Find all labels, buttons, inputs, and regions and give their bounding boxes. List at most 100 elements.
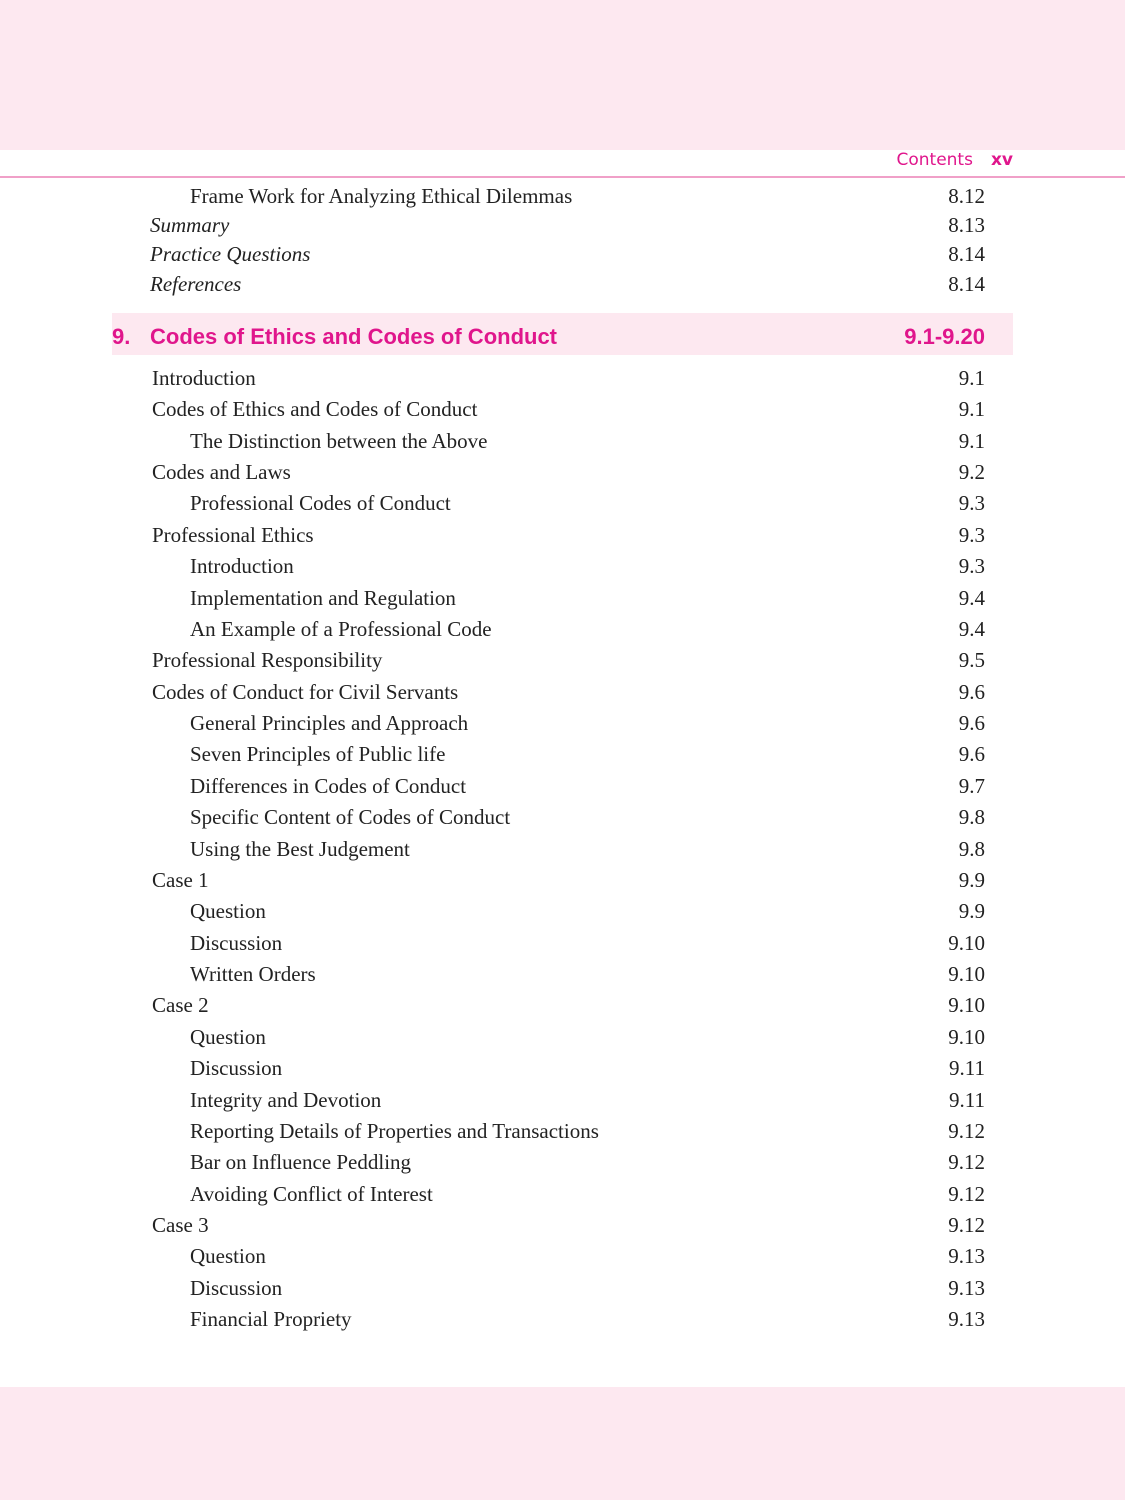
toc-entry[interactable]: Professional Ethics 9.3	[0, 520, 985, 550]
entry-title: Seven Principles of Public life	[190, 742, 446, 766]
entry-title: Reporting Details of Properties and Tran…	[190, 1119, 599, 1143]
toc-entry[interactable]: Reporting Details of Properties and Tran…	[0, 1116, 985, 1146]
toc-entry[interactable]: Professional Codes of Conduct 9.3	[0, 488, 985, 518]
toc-entry[interactable]: Using the Best Judgement 9.8	[0, 834, 985, 864]
entry-title: Avoiding Conflict of Interest	[190, 1182, 433, 1206]
toc-entry[interactable]: Question 9.13	[0, 1241, 985, 1271]
toc-entry[interactable]: An Example of a Professional Code 9.4	[0, 614, 985, 644]
entry-page: 9.1	[958, 366, 985, 390]
entry-page: 9.13	[948, 1244, 985, 1268]
toc-entry[interactable]: Practice Questions 8.14	[0, 239, 985, 269]
entry-title: Discussion	[190, 1056, 283, 1080]
entry-page: 9.7	[958, 774, 985, 798]
toc-entry[interactable]: Question 9.10	[0, 1022, 985, 1052]
toc-entry[interactable]: Financial Propriety 9.13	[0, 1304, 985, 1334]
entry-page: 9.12	[948, 1213, 985, 1237]
toc-entry[interactable]: Introduction 9.1	[0, 363, 985, 393]
toc-entry[interactable]: Professional Responsibility 9.5	[0, 645, 985, 675]
entry-page: 9.1	[958, 429, 985, 453]
entry-page: 9.10	[948, 962, 985, 986]
toc-entry[interactable]: Case 1 9.9	[0, 865, 985, 895]
entry-title: Financial Propriety	[190, 1307, 352, 1331]
toc-entry[interactable]: Discussion 9.10	[0, 928, 985, 958]
header-page-number: xv	[990, 150, 1013, 170]
running-header: Contents xv	[896, 150, 1013, 170]
toc-entry[interactable]: Implementation and Regulation 9.4	[0, 583, 985, 613]
entry-title: Summary	[150, 213, 230, 237]
entry-title: An Example of a Professional Code	[190, 617, 492, 641]
entry-title: Professional Codes of Conduct	[190, 491, 451, 515]
header-section: Contents	[896, 150, 973, 170]
toc-entry[interactable]: References 8.14	[0, 269, 985, 299]
toc-entry[interactable]: Codes of Conduct for Civil Servants 9.6	[0, 677, 985, 707]
entry-title: Practice Questions	[150, 242, 311, 266]
entry-page: 9.8	[958, 837, 985, 861]
entry-page: 9.5	[958, 648, 985, 672]
entry-page: 8.13	[948, 213, 985, 237]
toc-entry[interactable]: Introduction 9.3	[0, 551, 985, 581]
entry-page: 9.4	[958, 586, 985, 610]
entry-page: 9.13	[948, 1276, 985, 1300]
toc-entry[interactable]: Case 2 9.10	[0, 990, 985, 1020]
entry-title: Codes and Laws	[152, 460, 291, 484]
bottom-band	[0, 1387, 1125, 1500]
entry-title: Professional Ethics	[152, 523, 314, 547]
entry-page: 9.3	[958, 523, 985, 547]
chapter-pages: 9.1-9.20	[904, 324, 985, 349]
entry-title: Question	[190, 1025, 266, 1049]
entry-title: Introduction	[190, 554, 294, 578]
entry-page: 9.3	[958, 491, 985, 515]
entry-title: Discussion	[190, 1276, 283, 1300]
toc-entry[interactable]: General Principles and Approach 9.6	[0, 708, 985, 738]
entry-title: Question	[190, 1244, 266, 1268]
entry-title: The Distinction between the Above	[190, 429, 488, 453]
entry-page: 9.6	[958, 711, 985, 735]
entry-title: Frame Work for Analyzing Ethical Dilemma…	[190, 184, 573, 208]
entry-title: Case 1	[152, 868, 209, 892]
entry-page: 9.11	[949, 1056, 985, 1080]
toc-entry[interactable]: Codes and Laws 9.2	[0, 457, 985, 487]
entry-page: 9.4	[958, 617, 985, 641]
chapter-number: 9.	[112, 324, 131, 349]
entry-page: 8.14	[948, 272, 985, 296]
entry-title: Case 3	[152, 1213, 209, 1237]
entry-page: 9.11	[949, 1088, 985, 1112]
entry-title: Codes of Conduct for Civil Servants	[152, 680, 459, 704]
entry-title: Introduction	[152, 366, 256, 390]
toc-entry[interactable]: Bar on Influence Peddling 9.12	[0, 1147, 985, 1177]
toc-entry[interactable]: Codes of Ethics and Codes of Conduct 9.1	[0, 394, 985, 424]
entry-title: Integrity and Devotion	[190, 1088, 382, 1112]
entry-page: 9.10	[948, 993, 985, 1017]
entry-page: 9.3	[958, 554, 985, 578]
toc-entry[interactable]: Question 9.9	[0, 896, 985, 926]
entry-page: 9.6	[958, 680, 985, 704]
entry-page: 9.9	[958, 899, 985, 923]
toc-entry[interactable]: Seven Principles of Public life 9.6	[0, 739, 985, 769]
toc-entry[interactable]: Integrity and Devotion 9.11	[0, 1085, 985, 1115]
entry-title: Question	[190, 899, 266, 923]
entry-page: 9.8	[958, 805, 985, 829]
toc-entry[interactable]: Summary 8.13	[0, 210, 985, 240]
toc-entry[interactable]: Written Orders 9.10	[0, 959, 985, 989]
toc-entry[interactable]: Case 3 9.12	[0, 1210, 985, 1240]
toc-entry[interactable]: Discussion 9.13	[0, 1273, 985, 1303]
entry-title: Bar on Influence Peddling	[190, 1150, 412, 1174]
top-band	[0, 0, 1125, 150]
entry-page: 9.10	[948, 1025, 985, 1049]
entry-title: References	[150, 272, 242, 296]
entry-page: 9.12	[948, 1119, 985, 1143]
entry-title: Written Orders	[190, 962, 316, 986]
toc-entry[interactable]: Frame Work for Analyzing Ethical Dilemma…	[0, 181, 985, 211]
entry-page: 9.9	[958, 868, 985, 892]
chapter-title: Codes of Ethics and Codes of Conduct	[150, 324, 558, 349]
chapter-heading[interactable]: 9. Codes of Ethics and Codes of Conduct …	[112, 313, 1013, 355]
toc-entry[interactable]: The Distinction between the Above 9.1	[0, 426, 985, 456]
toc-entry[interactable]: Avoiding Conflict of Interest 9.12	[0, 1179, 985, 1209]
entry-title: Case 2	[152, 993, 209, 1017]
entry-title: Specific Content of Codes of Conduct	[190, 805, 511, 829]
toc-entry[interactable]: Specific Content of Codes of Conduct 9.8	[0, 802, 985, 832]
entry-page: 8.14	[948, 242, 985, 266]
toc-entry[interactable]: Differences in Codes of Conduct 9.7	[0, 771, 985, 801]
toc-entry[interactable]: Discussion 9.11	[0, 1053, 985, 1083]
